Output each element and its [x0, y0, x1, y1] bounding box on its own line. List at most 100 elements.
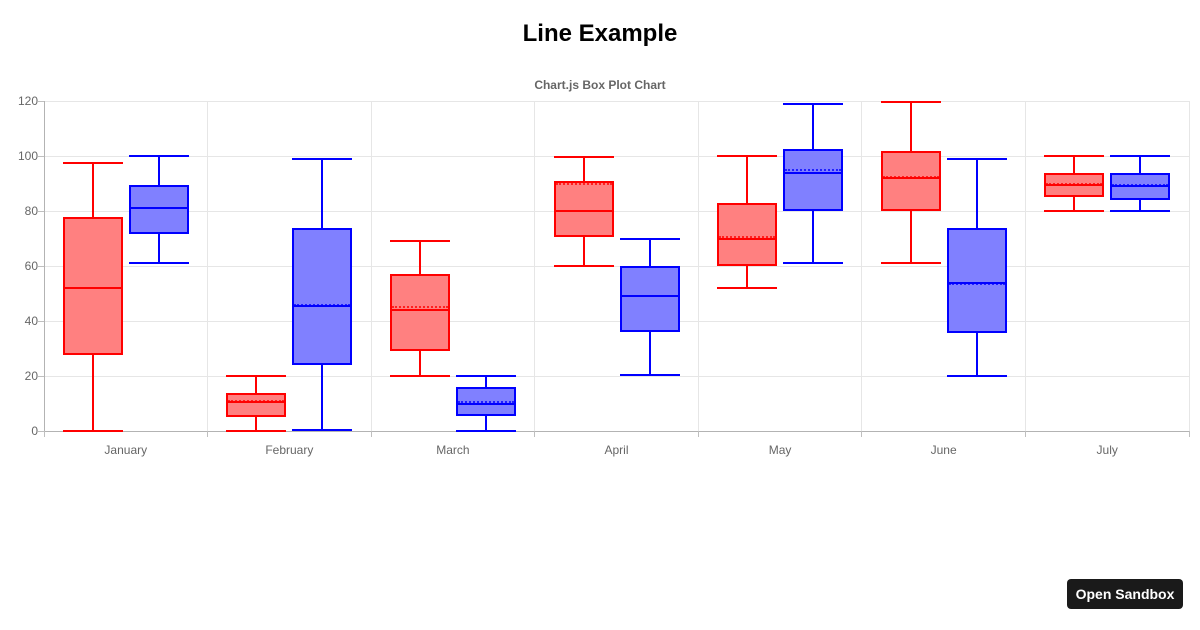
whisker-stem-blue-series-january — [157, 156, 160, 185]
x-tick-mark — [1024, 431, 1026, 437]
y-gridline — [44, 210, 1189, 212]
whisker-stem-blue-series-march — [484, 415, 487, 431]
x-gridline — [370, 101, 372, 431]
mean-line-blue-series-july — [1112, 183, 1169, 186]
whisker-cap-max-blue-series-march — [455, 375, 516, 377]
y-tick-mark — [38, 431, 44, 432]
y-tick-mark — [38, 211, 44, 212]
whisker-stem-blue-series-may — [812, 211, 815, 264]
whisker-cap-min-blue-series-january — [128, 262, 189, 265]
mean-line-red-series-march — [391, 306, 448, 309]
box-red-series-march — [389, 274, 450, 352]
whisker-cap-min-red-series-july — [1044, 210, 1105, 212]
open-sandbox-button[interactable]: Open Sandbox — [1067, 579, 1183, 609]
whisker-stem-blue-series-february — [321, 158, 324, 228]
y-gridline — [44, 320, 1189, 322]
y-tick-mark — [38, 376, 44, 377]
whisker-cap-max-blue-series-february — [292, 157, 353, 160]
median-line-red-series-march — [389, 309, 450, 311]
whisker-cap-min-blue-series-february — [292, 428, 353, 431]
median-line-blue-series-may — [783, 171, 844, 174]
x-tick-mark — [697, 431, 699, 437]
median-line-blue-series-june — [946, 281, 1007, 284]
x-axis-tick-label: July — [1096, 443, 1118, 457]
median-line-blue-series-march — [455, 402, 516, 405]
whisker-stem-red-series-june — [909, 102, 912, 151]
median-line-red-series-june — [880, 177, 941, 179]
whisker-stem-blue-series-february — [321, 365, 324, 430]
y-gridline — [44, 155, 1189, 157]
box-blue-series-may — [783, 149, 844, 211]
x-tick-mark — [861, 431, 863, 437]
whisker-cap-max-blue-series-july — [1110, 155, 1171, 157]
whisker-stem-blue-series-july — [1139, 200, 1142, 211]
whisker-cap-max-red-series-july — [1044, 155, 1105, 157]
y-gridline — [44, 100, 1189, 102]
whisker-cap-max-red-series-january — [62, 161, 123, 164]
whisker-cap-min-blue-series-april — [619, 373, 680, 376]
whisker-stem-blue-series-january — [157, 234, 160, 264]
mean-line-red-series-january — [64, 287, 121, 289]
whisker-cap-min-red-series-may — [717, 287, 778, 289]
box-red-series-january — [62, 216, 123, 356]
whisker-stem-blue-series-april — [648, 238, 651, 266]
y-tick-mark — [38, 156, 44, 157]
whisker-stem-red-series-july — [1073, 197, 1076, 211]
mean-line-blue-series-february — [294, 303, 351, 306]
whisker-stem-blue-series-april — [648, 332, 651, 375]
whisker-stem-red-series-may — [746, 156, 749, 203]
boxplot-chart-canvas: 0 20 40 60 80 100 120 January February March April… — [18, 94, 1190, 457]
x-gridline — [1024, 101, 1026, 431]
mean-line-red-series-may — [719, 236, 776, 239]
median-line-red-series-april — [553, 210, 614, 212]
mean-line-blue-series-january — [130, 207, 187, 210]
mean-line-blue-series-april — [621, 295, 678, 298]
y-tick-mark — [38, 266, 44, 267]
x-axis-tick-label: February — [265, 443, 314, 457]
x-tick-mark — [534, 431, 536, 437]
y-axis-tick-label: 60 — [24, 259, 38, 273]
x-tick-mark — [370, 431, 372, 437]
x-gridline — [697, 101, 699, 431]
box-red-series-may — [717, 202, 778, 266]
whisker-stem-red-series-may — [746, 266, 749, 288]
whisker-stem-red-series-february — [255, 376, 258, 393]
y-gridline — [44, 430, 1189, 432]
whisker-cap-min-blue-series-may — [783, 262, 844, 265]
x-tick-mark — [1188, 431, 1190, 437]
whisker-stem-blue-series-july — [1139, 156, 1142, 173]
box-blue-series-february — [292, 227, 353, 365]
y-axis-tick-label: 0 — [31, 424, 38, 438]
y-gridline — [44, 265, 1189, 267]
whisker-cap-max-red-series-june — [880, 101, 941, 104]
whisker-cap-max-blue-series-june — [946, 157, 1007, 160]
whisker-cap-max-blue-series-april — [619, 237, 680, 240]
whisker-cap-max-blue-series-january — [128, 155, 189, 157]
whisker-cap-max-red-series-may — [717, 155, 778, 157]
whisker-cap-min-red-series-march — [389, 375, 450, 377]
x-axis-tick-label: March — [436, 443, 470, 457]
whisker-stem-red-series-march — [418, 241, 421, 275]
whisker-cap-min-red-series-january — [62, 430, 123, 432]
mean-line-red-series-june — [882, 175, 939, 178]
y-gridline — [44, 375, 1189, 377]
y-axis-tick-label: 20 — [24, 369, 38, 383]
median-line-red-series-may — [717, 237, 778, 240]
whisker-cap-min-red-series-february — [226, 430, 287, 432]
whisker-cap-max-blue-series-may — [783, 102, 844, 105]
whisker-stem-red-series-march — [418, 351, 421, 376]
whisker-cap-min-red-series-june — [880, 262, 941, 265]
whisker-stem-blue-series-march — [484, 376, 487, 387]
box-blue-series-january — [128, 184, 189, 235]
y-axis-tick-label: 80 — [24, 204, 38, 218]
mean-line-red-series-february — [228, 399, 285, 402]
x-axis-tick-label: June — [930, 443, 957, 457]
x-gridline — [1188, 101, 1190, 431]
x-axis-tick-label: January — [104, 443, 148, 457]
chart-title: Chart.js Box Plot Chart — [534, 78, 666, 92]
box-red-series-june — [880, 150, 941, 211]
x-gridline — [43, 101, 45, 431]
x-axis-tick-label: May — [768, 443, 792, 457]
box-red-series-february — [226, 392, 287, 418]
whisker-stem-red-series-january — [91, 162, 94, 217]
